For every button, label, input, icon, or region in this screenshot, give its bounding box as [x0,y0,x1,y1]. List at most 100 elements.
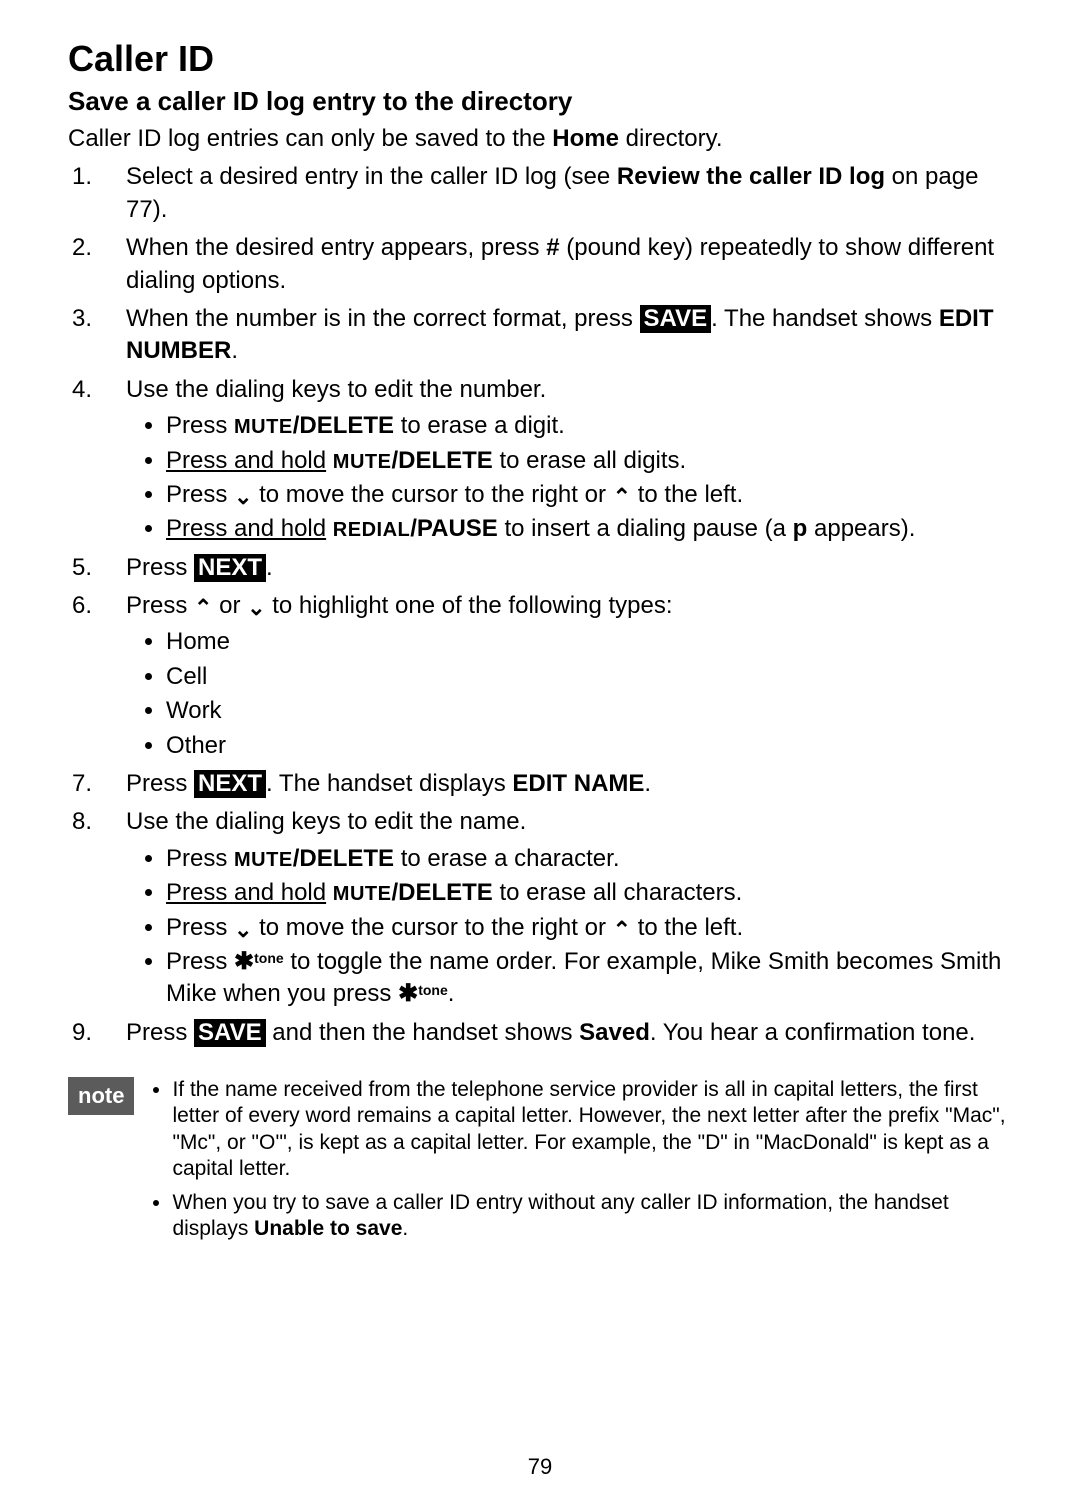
text: to the left. [631,481,743,508]
text: to erase a character. [394,845,619,872]
step-3: When the number is in the correct format… [68,303,1012,368]
text: to erase a digit. [394,412,565,439]
underline-text: Press and hold [166,447,326,474]
substep: Press MUTE/DELETE to erase a character. [166,843,1012,875]
substeps: Press MUTE/DELETE to erase a character. … [126,843,1012,1011]
note-item: If the name received from the telephone … [172,1077,1012,1182]
note-label: note [68,1077,134,1115]
bold-text: Unable to save [254,1217,402,1240]
text: directory. [619,125,723,152]
save-button-label: SAVE [194,1019,266,1047]
text: Press [166,412,234,439]
delete-key: /DELETE [391,447,492,474]
type-item: Cell [166,661,1012,693]
step-4: Use the dialing keys to edit the number.… [68,374,1012,546]
save-button-label: SAVE [640,305,712,333]
text: When the desired entry appears, press [126,234,546,261]
type-item: Other [166,730,1012,762]
text: to highlight one of the following types: [266,592,673,619]
substep: Press and hold MUTE/DELETE to erase all … [166,445,1012,477]
text: and then the handset shows [266,1019,580,1046]
substeps: Press MUTE/DELETE to erase a digit. Pres… [126,410,1012,546]
step-8: Use the dialing keys to edit the name. P… [68,806,1012,1010]
type-list: Home Cell Work Other [126,626,1012,762]
page-number: 79 [0,1454,1080,1480]
substep: Press MUTE/DELETE to erase a digit. [166,410,1012,442]
text: to move the cursor to the right or [252,481,612,508]
text: . The handset displays [266,770,512,797]
star: ✱ [234,948,254,975]
text: . [266,554,273,581]
steps-list: Select a desired entry in the caller ID … [68,161,1012,1049]
mute-key: MUTE [333,451,392,473]
text: When the number is in the correct format… [126,305,640,332]
mute-key: MUTE [333,883,392,905]
chevron-down-icon: ⌄ [234,915,252,945]
text: . The handset shows [711,305,939,332]
step-6: Press ⌃ or ⌄ to highlight one of the fol… [68,590,1012,762]
pause-key: /PAUSE [410,515,498,542]
star: ✱ [398,980,418,1007]
text: Press [166,845,234,872]
delete-key: /DELETE [293,845,394,872]
note-item: When you try to save a caller ID entry w… [172,1190,1012,1243]
substep: Press ⌄ to move the cursor to the right … [166,479,1012,511]
mute-key: MUTE [234,849,293,871]
chevron-up-icon: ⌃ [194,593,212,623]
underline-text: Press and hold [166,515,326,542]
text: appears). [807,515,915,542]
text: Use the dialing keys to edit the name. [126,808,526,835]
bold-text: Home [552,125,619,152]
mute-key: MUTE [234,416,293,438]
star-tone-icon: ✱tone [234,950,284,974]
chevron-up-icon: ⌃ [613,915,631,945]
step-2: When the desired entry appears, press # … [68,232,1012,297]
manual-page: Caller ID Save a caller ID log entry to … [0,0,1080,1512]
note-box: note If the name received from the telep… [68,1077,1012,1251]
text: . You hear a confirmation tone. [650,1019,976,1046]
text: to erase all characters. [493,879,742,906]
step-5: Press NEXT. [68,552,1012,584]
next-button-label: NEXT [194,770,266,798]
delete-key: /DELETE [391,879,492,906]
text: Use the dialing keys to edit the number. [126,376,546,403]
substep: Press ✱tone to toggle the name order. Fo… [166,946,1012,1011]
delete-key: /DELETE [293,412,394,439]
substep: Press and hold MUTE/DELETE to erase all … [166,877,1012,909]
text: . [402,1217,408,1240]
step-7: Press NEXT. The handset displays EDIT NA… [68,768,1012,800]
text: to toggle the name order. For example, M… [166,948,1001,1007]
text: to move the cursor to the right or [252,914,612,941]
substep: Press and hold REDIAL/PAUSE to insert a … [166,513,1012,545]
type-item: Home [166,626,1012,658]
star-tone-icon: ✱tone [398,982,448,1006]
text: to insert a dialing pause (a [498,515,793,542]
text: Press [166,481,234,508]
substep: Press ⌄ to move the cursor to the right … [166,912,1012,944]
saved-text: Saved [579,1019,650,1046]
step-1: Select a desired entry in the caller ID … [68,161,1012,226]
underline-text: Press and hold [166,879,326,906]
tone-sup: tone [254,950,284,966]
display-text: EDIT NAME [512,770,644,797]
step-9: Press SAVE and then the handset shows Sa… [68,1017,1012,1049]
next-button-label: NEXT [194,554,266,582]
text: Press [166,948,234,975]
text: Select a desired entry in the caller ID … [126,163,617,190]
text: . [231,337,238,364]
chevron-up-icon: ⌃ [613,482,631,512]
redial-key: REDIAL [333,519,410,541]
text: . [448,980,455,1007]
text: . [644,770,651,797]
text: to the left. [631,914,743,941]
p-letter: p [793,515,808,542]
text: Caller ID log entries can only be saved … [68,125,552,152]
text: to erase all digits. [493,447,686,474]
chevron-down-icon: ⌄ [234,482,252,512]
bold-text: Review the caller ID log [617,163,885,190]
pound-key: # [546,234,559,261]
chevron-down-icon: ⌄ [247,593,265,623]
text: Press [126,1019,194,1046]
text: or [212,592,247,619]
type-item: Work [166,695,1012,727]
